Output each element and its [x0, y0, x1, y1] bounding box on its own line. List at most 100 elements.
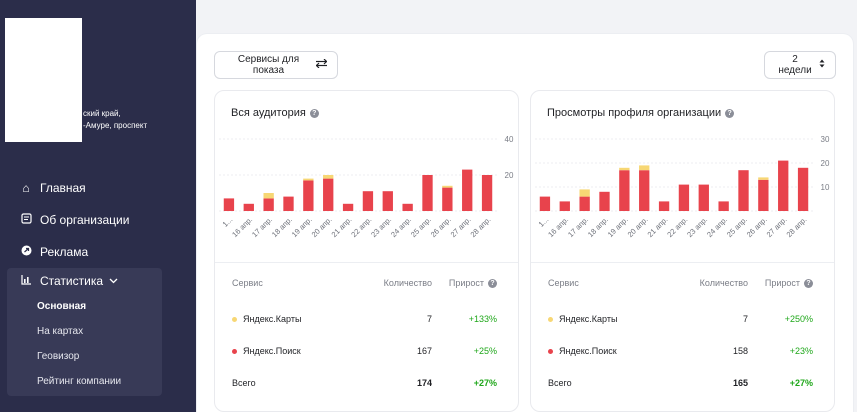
table-header: Сервис Количество Прирост?	[531, 263, 834, 303]
x-tick-label: 19 апр.	[290, 215, 314, 239]
total-growth: +27%	[789, 378, 813, 388]
bar-maps	[758, 177, 769, 180]
help-icon[interactable]: ?	[725, 108, 735, 118]
x-tick-label: 18 апр.	[270, 215, 294, 239]
sidebar-item-label: Об организации	[40, 213, 130, 227]
card-title: Вся аудитория ?	[231, 107, 319, 119]
chart-icon	[18, 274, 34, 288]
document-icon	[18, 213, 34, 227]
sidebar-nav: ⌂ Главная Об организации Реклама	[0, 172, 196, 268]
row-service-label: Яндекс.Поиск	[243, 346, 301, 356]
home-icon: ⌂	[22, 181, 30, 195]
logo-placeholder	[5, 18, 82, 142]
sidebar-subitem-geovisor[interactable]: Геовизор	[37, 351, 80, 362]
row-service: Яндекс.Поиск	[232, 346, 301, 356]
sidebar-subitem-maps[interactable]: На картах	[37, 326, 84, 337]
bar-search	[342, 203, 354, 211]
row-count: 7	[426, 314, 432, 324]
table-total-row: Всего 174 +27%	[215, 367, 518, 399]
bar-maps	[579, 189, 590, 197]
services-filter-label: Сервисы для показа	[237, 54, 300, 76]
profile-views-table: Сервис Количество Прирост? Яндекс.Карты …	[531, 263, 834, 399]
x-tick-label: 28 апр.	[468, 215, 492, 239]
sidebar-item-statistics[interactable]: Статистика	[7, 268, 162, 294]
legend-dot	[548, 349, 553, 355]
row-service: Яндекс.Поиск	[548, 346, 617, 356]
bar-search	[678, 184, 690, 211]
col-service: Сервис	[232, 278, 263, 288]
x-tick-label: 23 апр.	[369, 215, 393, 239]
bar-maps	[263, 193, 274, 199]
audience-chart: 20 40 1...16 апр.17 апр.18 апр.19 апр.20 а…	[219, 135, 514, 239]
services-filter-button[interactable]: Сервисы для показа	[214, 51, 338, 79]
address-line-1: ский край,	[83, 109, 121, 118]
x-tick-label: 22 апр.	[349, 215, 373, 239]
y-tick-label: 20	[505, 171, 514, 180]
col-count: Количество	[699, 278, 748, 288]
x-tick-label: 27 апр.	[449, 215, 473, 239]
bar-search	[462, 169, 473, 211]
period-select[interactable]: 2 недели	[764, 51, 836, 79]
bar-search	[243, 203, 254, 211]
bar-maps	[619, 167, 630, 171]
col-count: Количество	[383, 278, 432, 288]
sort-arrows-icon	[819, 59, 825, 71]
table-row: Яндекс.Поиск 158 +23%	[531, 335, 834, 367]
period-select-label: 2 недели	[778, 54, 812, 76]
x-tick-label: 26 апр.	[429, 215, 453, 239]
sidebar-stats-group: Статистика Основная На картах Геовизор Р…	[7, 268, 162, 396]
bar-search	[362, 191, 374, 211]
bar-search	[639, 170, 650, 211]
row-count: 167	[416, 346, 432, 356]
help-icon[interactable]: ?	[488, 278, 497, 288]
col-growth: Прирост?	[449, 278, 497, 288]
table-row: Яндекс.Карты 7 +250%	[531, 303, 834, 335]
bar-search	[539, 196, 551, 211]
legend-dot	[232, 349, 237, 355]
row-service-label: Яндекс.Поиск	[559, 346, 617, 356]
col-growth: Прирост?	[765, 278, 813, 288]
x-tick-label: 28 апр.	[784, 215, 808, 239]
row-growth: +23%	[789, 346, 813, 356]
x-tick-label: 24 апр.	[389, 215, 413, 239]
y-tick-label: 10	[821, 183, 830, 192]
legend-dot	[548, 317, 553, 323]
col-growth-label: Прирост	[764, 278, 800, 288]
table-total-row: Всего 165 +27%	[531, 367, 834, 399]
card-title: Просмотры профиля организации ?	[547, 107, 735, 119]
main-panel: Сервисы для показа 2 недели Вся аудитори…	[197, 34, 853, 412]
x-tick-label: 25 апр.	[409, 215, 433, 239]
col-growth-label: Прирост	[448, 278, 484, 288]
x-tick-label: 20 апр.	[626, 215, 650, 239]
x-tick-label: 27 апр.	[765, 215, 789, 239]
x-tick-label: 20 апр.	[310, 215, 334, 239]
sidebar-subitem-main[interactable]: Основная	[37, 301, 87, 312]
bar-search	[599, 191, 610, 211]
help-icon[interactable]: ?	[309, 108, 319, 118]
bar-search	[223, 198, 235, 211]
settings-sliders-icon	[315, 58, 328, 71]
row-service: Яндекс.Карты	[548, 314, 617, 324]
row-growth: +25%	[473, 346, 497, 356]
y-tick-label: 40	[505, 135, 514, 144]
x-tick-label: 24 апр.	[705, 215, 729, 239]
x-tick-label: 17 апр.	[566, 215, 590, 239]
bar-search	[778, 160, 789, 211]
bar-search	[303, 180, 314, 211]
bar-search	[797, 167, 809, 211]
bar-search	[481, 175, 493, 211]
sidebar-item-ads[interactable]: Реклама	[0, 236, 196, 268]
card-title-text: Вся аудитория	[231, 107, 306, 119]
bar-search	[323, 178, 334, 211]
x-tick-label: 21 апр.	[645, 215, 669, 239]
x-tick-label: 19 апр.	[606, 215, 630, 239]
sidebar-item-about[interactable]: Об организации	[0, 204, 196, 236]
total-count: 174	[416, 378, 432, 388]
x-tick-label: 1...	[537, 215, 551, 229]
sidebar-subitem-rating[interactable]: Рейтинг компании	[37, 376, 122, 387]
row-count: 158	[732, 346, 748, 356]
sidebar-item-home[interactable]: ⌂ Главная	[0, 172, 196, 204]
help-icon[interactable]: ?	[804, 278, 813, 288]
x-tick-label: 25 апр.	[725, 215, 749, 239]
sidebar-item-label: Реклама	[40, 245, 89, 259]
